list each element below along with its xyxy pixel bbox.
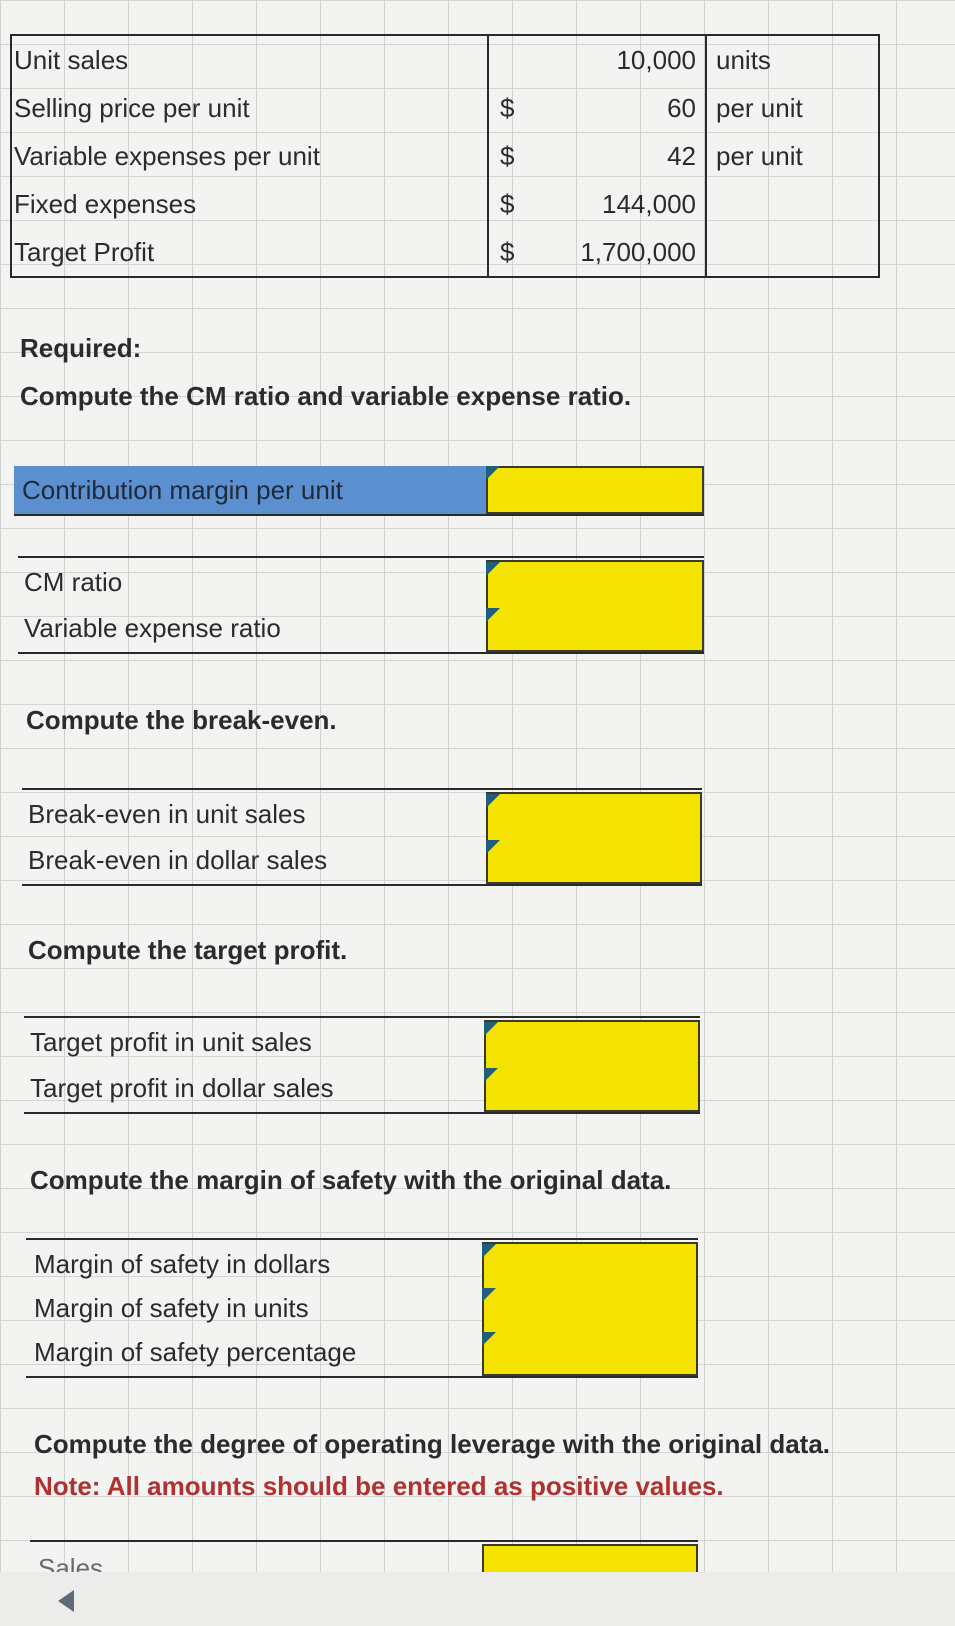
breakeven-dollar-label: Break-even in dollar sales: [28, 845, 328, 875]
target-profit-input-block[interactable]: [484, 1020, 700, 1112]
mos-units-label: Margin of safety in units: [34, 1293, 309, 1323]
section-rule: [18, 652, 704, 654]
data-row-label[interactable]: Variable expenses per unit: [14, 141, 320, 171]
comment-indicator: [484, 1022, 498, 1036]
cm-per-unit-label: Contribution margin per unit: [22, 475, 343, 505]
mos-percentage-label: Margin of safety percentage: [34, 1337, 357, 1367]
data-row-label[interactable]: Target Profit: [14, 237, 155, 267]
cm-ratio-label: CM ratio: [24, 567, 123, 597]
comment-indicator: [482, 1288, 496, 1302]
target-profit-dollar-label: Target profit in dollar sales: [30, 1073, 334, 1103]
cm-per-unit-input[interactable]: [486, 466, 704, 514]
sales-input[interactable]: [482, 1544, 698, 1572]
section-rule: [22, 884, 702, 886]
comment-indicator: [486, 466, 500, 480]
comment-indicator: [484, 1068, 498, 1082]
data-row-value[interactable]: 42: [667, 141, 696, 171]
required-heading[interactable]: Required:: [20, 333, 142, 363]
data-row-unit[interactable]: per unit: [716, 141, 803, 171]
data-row-unit[interactable]: units: [716, 45, 771, 75]
scroll-left-icon[interactable]: [58, 1590, 74, 1612]
data-table-border: [10, 34, 880, 278]
breakeven-unit-label: Break-even in unit sales: [28, 799, 306, 829]
data-row-currency: $: [500, 189, 515, 219]
mos-dollars-label: Margin of safety in dollars: [34, 1249, 331, 1279]
data-row-currency: $: [500, 237, 515, 267]
breakeven-heading[interactable]: Compute the break-even.: [26, 705, 337, 735]
comment-indicator: [482, 1244, 496, 1258]
section-rule: [22, 788, 702, 790]
data-row-value[interactable]: 144,000: [602, 189, 696, 219]
comment-indicator: [486, 794, 500, 808]
bottom-scroll-area: [0, 1572, 955, 1626]
required-instruction[interactable]: Compute the CM ratio and variable expens…: [20, 381, 632, 411]
data-row-value[interactable]: 10,000: [616, 45, 696, 75]
target-profit-unit-label: Target profit in unit sales: [30, 1027, 312, 1057]
ratios-input-block[interactable]: [486, 560, 704, 652]
margin-of-safety-input-block[interactable]: [482, 1242, 698, 1376]
comment-indicator: [482, 1332, 496, 1346]
data-table-divider: [487, 34, 489, 278]
sales-row-label: Sales: [38, 1553, 104, 1572]
target-profit-heading[interactable]: Compute the target profit.: [28, 935, 348, 965]
variable-expense-ratio-label: Variable expense ratio: [24, 613, 281, 643]
data-row-label[interactable]: Fixed expenses: [14, 189, 197, 219]
data-row-value[interactable]: 60: [667, 93, 696, 123]
section-rule: [24, 1112, 700, 1114]
data-row-label[interactable]: Unit sales: [14, 45, 129, 75]
data-row-value[interactable]: 1,700,000: [580, 237, 696, 267]
comment-indicator: [486, 608, 500, 622]
data-row-label[interactable]: Selling price per unit: [14, 93, 250, 123]
section-rule: [14, 514, 704, 516]
data-row-currency: $: [500, 141, 515, 171]
comment-indicator: [486, 562, 500, 576]
section-rule: [24, 1016, 700, 1018]
section-rule: [26, 1238, 698, 1240]
comment-indicator: [486, 840, 500, 854]
operating-leverage-heading[interactable]: Compute the degree of operating leverage…: [34, 1429, 831, 1459]
section-rule: [26, 1376, 698, 1378]
section-rule: [30, 1540, 698, 1542]
data-table-divider: [705, 34, 707, 278]
data-row-currency: $: [500, 93, 515, 123]
margin-of-safety-heading[interactable]: Compute the margin of safety with the or…: [30, 1165, 672, 1195]
breakeven-input-block[interactable]: [486, 792, 702, 884]
selected-cell[interactable]: [14, 466, 486, 514]
positive-values-note[interactable]: Note: All amounts should be entered as p…: [34, 1471, 724, 1501]
section-rule: [18, 556, 704, 558]
data-row-unit[interactable]: per unit: [716, 93, 803, 123]
